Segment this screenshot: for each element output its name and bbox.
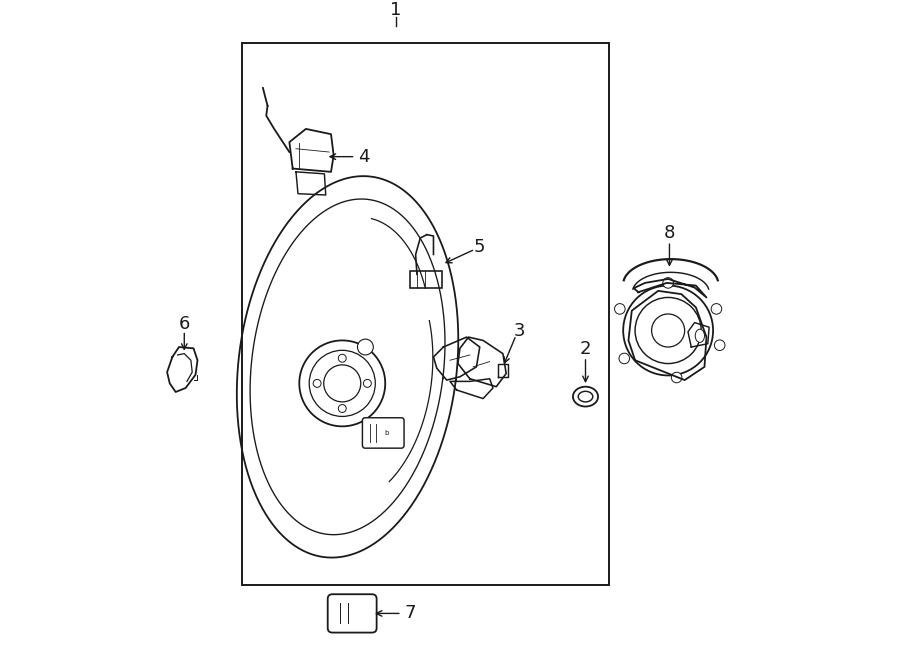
Circle shape [310,350,375,416]
Bar [242,43,608,585]
Text: 8: 8 [664,224,675,243]
Circle shape [338,354,346,362]
Ellipse shape [578,391,593,402]
Text: b: b [384,430,389,436]
Circle shape [711,303,722,314]
Circle shape [364,379,372,387]
Circle shape [313,379,321,387]
Bar [410,271,442,288]
Text: 3: 3 [514,321,526,340]
Circle shape [662,278,673,288]
Ellipse shape [573,387,598,407]
Text: 2: 2 [580,340,591,358]
Circle shape [338,405,346,412]
Text: 1: 1 [391,1,401,19]
Circle shape [619,353,630,364]
FancyBboxPatch shape [328,594,376,633]
Circle shape [357,339,374,355]
Circle shape [652,314,685,347]
Circle shape [615,303,626,314]
Text: 7: 7 [405,604,416,623]
FancyBboxPatch shape [363,418,404,448]
Circle shape [623,286,713,375]
Text: 6: 6 [178,315,190,333]
Text: 4: 4 [358,147,370,166]
Circle shape [715,340,725,350]
Circle shape [324,365,361,402]
Ellipse shape [695,329,705,342]
Text: 5: 5 [474,237,485,256]
Circle shape [300,340,385,426]
Circle shape [635,297,701,364]
Circle shape [671,372,682,383]
